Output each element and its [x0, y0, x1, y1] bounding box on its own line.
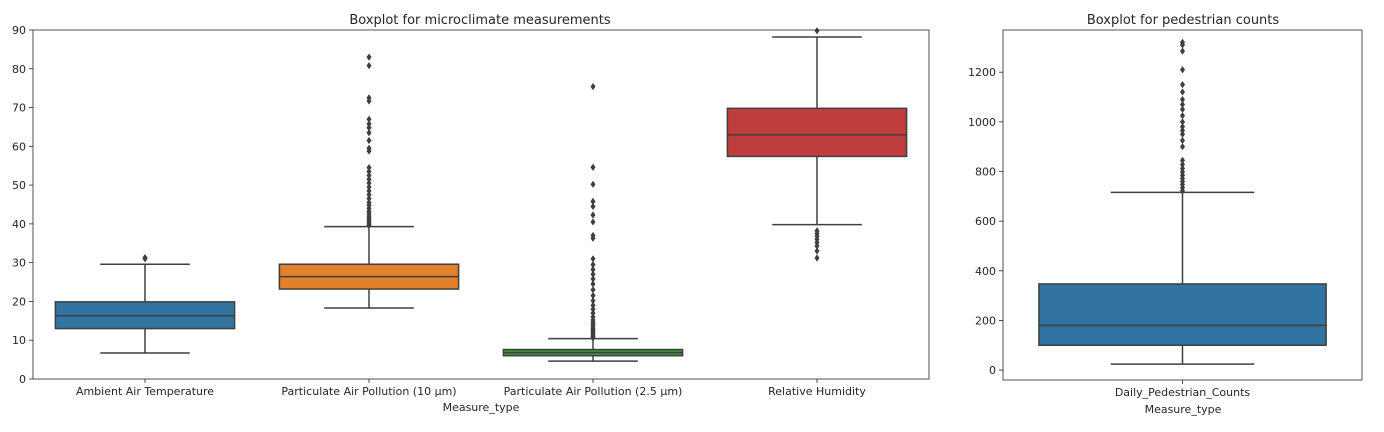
- outlier-point-particulate-air-pollution-10-m: [366, 115, 372, 123]
- outlier-point-particulate-air-pollution-2-5-m: [590, 197, 596, 205]
- outlier-point-particulate-air-pollution-10-m: [366, 120, 372, 128]
- outlier-point-daily-pedestrian-counts: [1179, 88, 1186, 96]
- outlier-point-particulate-air-pollution-10-m: [366, 179, 372, 187]
- y-tick-label: 20: [12, 295, 26, 308]
- outlier-point-particulate-air-pollution-10-m: [366, 164, 372, 172]
- y-tick-label: 70: [12, 102, 26, 115]
- outlier-point-particulate-air-pollution-2-5-m: [590, 286, 596, 294]
- outlier-point-particulate-air-pollution-10-m: [366, 167, 372, 176]
- outlier-point-particulate-air-pollution-2-5-m: [590, 266, 596, 274]
- outlier-point-particulate-air-pollution-2-5-m: [590, 305, 596, 313]
- outlier-point-daily-pedestrian-counts: [1179, 143, 1186, 151]
- outlier-point-particulate-air-pollution-10-m: [366, 62, 372, 70]
- outlier-point-particulate-air-pollution-2-5-m: [590, 163, 596, 171]
- y-tick-label: 10: [12, 334, 26, 347]
- outlier-point-particulate-air-pollution-2-5-m: [590, 231, 596, 240]
- y-tick-label: 60: [12, 140, 26, 153]
- y-tick-label: 0: [19, 373, 26, 386]
- x-tick-label-particulate-air-pollution-2-5-m: Particulate Air Pollution (2.5 µm): [504, 385, 683, 398]
- outlier-point-particulate-air-pollution-10-m: [366, 187, 372, 195]
- y-tick-label: 50: [12, 179, 26, 192]
- outlier-point-particulate-air-pollution-2-5-m: [590, 180, 596, 188]
- outlier-point-particulate-air-pollution-10-m: [366, 171, 372, 180]
- y-tick-label: 200: [975, 314, 996, 327]
- y-tick-label: 30: [12, 257, 26, 270]
- outlier-point-particulate-air-pollution-10-m: [366, 129, 372, 137]
- y-tick-label: 0: [989, 364, 996, 377]
- outlier-point-daily-pedestrian-counts: [1179, 136, 1186, 145]
- outlier-point-relative-humidity: [814, 254, 820, 262]
- chart-title-microclimate: Boxplot for microclimate measurements: [349, 13, 611, 28]
- plot-frame-microclimate: [32, 29, 930, 380]
- y-tick-label: 1000: [968, 116, 996, 129]
- outlier-point-daily-pedestrian-counts: [1179, 123, 1186, 131]
- y-tick-label: 40: [12, 218, 26, 231]
- outlier-point-particulate-air-pollution-2-5-m: [590, 83, 596, 91]
- x-axis-label-pedestrian: Measure_type: [1145, 403, 1222, 416]
- outlier-point-daily-pedestrian-counts: [1179, 118, 1186, 126]
- y-tick-label: 80: [12, 63, 26, 76]
- outlier-point-ambient-air-temperature: [142, 254, 148, 262]
- outlier-point-relative-humidity: [814, 227, 820, 235]
- outlier-point-daily-pedestrian-counts: [1179, 160, 1186, 169]
- outlier-point-particulate-air-pollution-10-m: [366, 53, 372, 61]
- outlier-point-particulate-air-pollution-10-m: [366, 144, 372, 152]
- outlier-point-particulate-air-pollution-2-5-m: [590, 297, 596, 305]
- outlier-point-particulate-air-pollution-10-m: [366, 175, 372, 183]
- outlier-point-particulate-air-pollution-2-5-m: [590, 202, 596, 211]
- outlier-point-particulate-air-pollution-2-5-m: [590, 218, 596, 226]
- y-tick-label: 1200: [968, 66, 996, 79]
- outlier-point-particulate-air-pollution-10-m: [366, 195, 372, 203]
- outlier-point-daily-pedestrian-counts: [1179, 100, 1186, 109]
- outlier-point-particulate-air-pollution-2-5-m: [590, 313, 596, 321]
- outlier-point-particulate-air-pollution-2-5-m: [590, 270, 596, 278]
- outlier-point-daily-pedestrian-counts: [1179, 81, 1186, 89]
- microclimate-boxplot-panel: Boxplot for microclimate measurements 0 1…: [12, 13, 930, 414]
- y-tick-label: 600: [975, 215, 996, 228]
- outlier-point-daily-pedestrian-counts: [1179, 126, 1186, 135]
- box-daily-pedestrian-counts: [1038, 283, 1327, 346]
- outlier-point-particulate-air-pollution-10-m: [366, 94, 372, 102]
- outlier-point-particulate-air-pollution-2-5-m: [590, 261, 596, 269]
- outlier-point-daily-pedestrian-counts: [1179, 38, 1186, 47]
- x-axis-label-microclimate: Measure_type: [443, 401, 520, 414]
- x-tick-label-particulate-air-pollution-10-m: Particulate Air Pollution (10 µm): [281, 385, 456, 398]
- y-tick-label: 400: [975, 265, 996, 278]
- outlier-point-daily-pedestrian-counts: [1179, 130, 1186, 138]
- outlier-point-particulate-air-pollution-2-5-m: [590, 280, 596, 288]
- outlier-point-relative-humidity: [814, 27, 820, 35]
- outlier-point-daily-pedestrian-counts: [1179, 66, 1186, 74]
- outlier-point-particulate-air-pollution-2-5-m: [590, 255, 596, 263]
- outlier-point-daily-pedestrian-counts: [1179, 105, 1186, 114]
- outlier-point-particulate-air-pollution-10-m: [366, 136, 372, 145]
- outlier-point-daily-pedestrian-counts: [1179, 47, 1186, 55]
- pedestrian-boxplot-panel: Boxplot for pedestrian counts 0 200 400 600…: [968, 13, 1363, 416]
- outlier-point-relative-humidity: [814, 247, 820, 255]
- outlier-point-particulate-air-pollution-2-5-m: [590, 292, 596, 300]
- outlier-point-particulate-air-pollution-2-5-m: [590, 275, 596, 283]
- outlier-point-particulate-air-pollution-2-5-m: [590, 301, 596, 309]
- outlier-point-particulate-air-pollution-10-m: [366, 124, 372, 132]
- y-tick-label: 90: [12, 24, 26, 37]
- chart-title-pedestrian: Boxplot for pedestrian counts: [1087, 13, 1280, 28]
- outlier-point-particulate-air-pollution-2-5-m: [590, 309, 596, 317]
- outlier-point-daily-pedestrian-counts: [1179, 95, 1186, 104]
- x-tick-label-daily-pedestrian-counts: Daily_Pedestrian_Counts: [1115, 386, 1251, 399]
- y-tick-label: 800: [975, 165, 996, 178]
- outlier-point-daily-pedestrian-counts: [1179, 112, 1186, 120]
- outlier-point-particulate-air-pollution-10-m: [366, 191, 372, 199]
- outlier-point-particulate-air-pollution-10-m: [366, 198, 372, 207]
- x-tick-label-ambient-air-temperature: Ambient Air Temperature: [76, 385, 214, 398]
- outlier-point-daily-pedestrian-counts: [1179, 156, 1186, 164]
- outlier-point-particulate-air-pollution-10-m: [366, 183, 372, 191]
- plot-frame-pedestrian: [1002, 29, 1363, 381]
- box-relative-humidity: [726, 107, 908, 158]
- x-tick-label-relative-humidity: Relative Humidity: [768, 385, 866, 398]
- outlier-point-daily-pedestrian-counts: [1179, 164, 1186, 173]
- outlier-point-particulate-air-pollution-2-5-m: [590, 211, 596, 219]
